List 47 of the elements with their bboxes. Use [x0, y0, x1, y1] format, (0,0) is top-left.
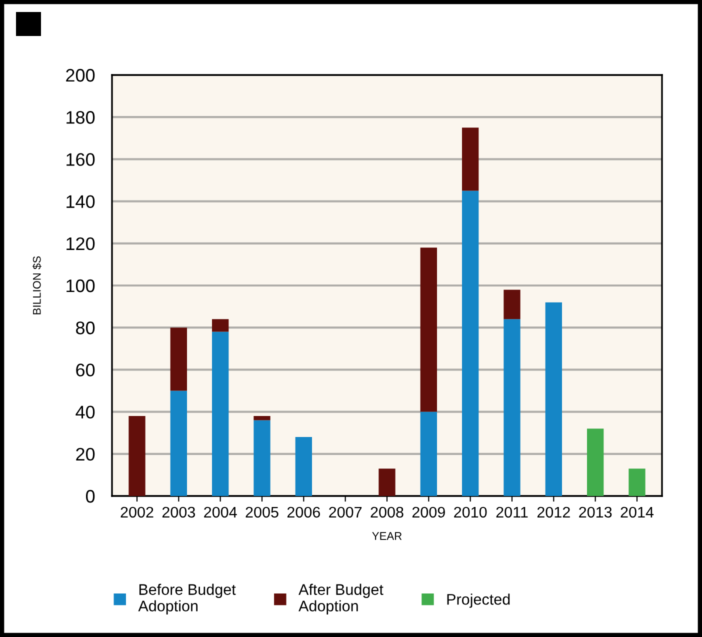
bar: [545, 302, 562, 496]
bar: [420, 412, 437, 496]
x-tick-label: 2003: [162, 506, 195, 518]
x-tick-label: 2014: [620, 506, 654, 518]
bar: [254, 420, 270, 496]
x-tick-label: 2011: [496, 506, 528, 518]
y-axis-title: BILLION $S: [32, 256, 42, 314]
y-tick-label: 60: [76, 364, 95, 376]
y-tick-label: 20: [76, 448, 95, 461]
bar: [462, 190, 479, 496]
x-tick-label: 2006: [287, 506, 320, 518]
x-tick-label: 2004: [204, 506, 237, 518]
y-tick-label: 140: [66, 195, 95, 208]
bar: [295, 437, 312, 496]
y-tick-label: 180: [66, 111, 95, 124]
bar: [420, 248, 437, 412]
bar: [587, 428, 604, 496]
legend-label: After Budget Adoption: [298, 584, 384, 614]
bar: [462, 128, 479, 191]
bar: [254, 416, 270, 420]
x-tick-label: 2010: [454, 506, 487, 518]
legend-label: Projected: [447, 594, 510, 608]
bar: [212, 332, 229, 496]
y-tick-label: 160: [66, 153, 95, 166]
y-tick-label: 200: [66, 68, 95, 82]
bar: [504, 319, 520, 496]
x-tick-label: 2002: [120, 506, 154, 518]
x-tick-label: 2009: [412, 506, 445, 518]
x-tick-label: 2012: [537, 506, 570, 518]
x-tick-label: 2013: [579, 506, 612, 518]
bar: [378, 468, 396, 496]
x-tick-label: 2007: [329, 506, 362, 518]
x-tick-label: 2008: [370, 506, 404, 518]
bar: [170, 328, 187, 391]
x-tick-label: 2005: [246, 506, 278, 518]
y-tick-label: 100: [66, 279, 95, 292]
bar: [128, 416, 146, 496]
x-axis-title: YEAR: [372, 532, 402, 540]
bar: [628, 468, 646, 496]
legend-label: Before Budget Adoption: [138, 584, 236, 614]
y-tick-label: 40: [76, 406, 95, 419]
y-tick-label: 80: [76, 322, 95, 334]
bar: [212, 319, 229, 332]
bar: [504, 290, 520, 320]
y-tick-label: 120: [66, 237, 95, 250]
bar: [170, 390, 187, 496]
y-tick-label: 0: [86, 490, 95, 503]
